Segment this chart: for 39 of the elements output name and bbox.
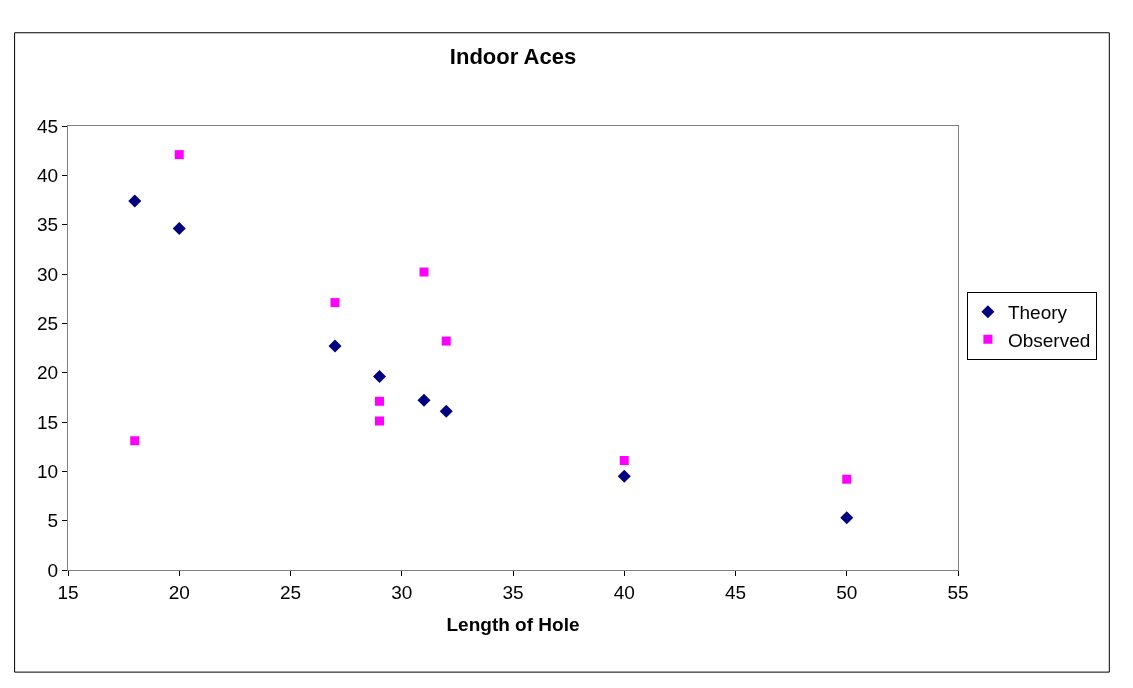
point — [375, 396, 384, 406]
legend-label: Theory — [1007, 302, 1068, 324]
y-tick-label: 45 — [37, 115, 59, 137]
x-tick-label: 45 — [724, 581, 747, 603]
x-tick-label: 25 — [279, 581, 302, 603]
x-tick-label: 35 — [502, 581, 524, 603]
point — [417, 393, 431, 407]
point — [619, 455, 629, 465]
point — [439, 404, 453, 418]
y-tick-label: 30 — [37, 263, 59, 285]
y-tick-label: 40 — [37, 164, 59, 186]
point — [375, 416, 384, 426]
y-tick-label: 35 — [37, 214, 59, 236]
point — [128, 194, 142, 208]
x-tick-label: 40 — [613, 581, 635, 603]
point — [617, 469, 631, 483]
x-tick-label: 30 — [391, 581, 413, 603]
point — [130, 436, 140, 446]
point — [328, 339, 342, 353]
x-tick-label: 20 — [168, 581, 190, 603]
point — [172, 222, 186, 236]
x-axis-title: Length of Hole — [446, 613, 580, 635]
y-tick-label: 15 — [37, 411, 59, 433]
y-tick-label: 10 — [37, 460, 59, 482]
point — [373, 370, 386, 384]
y-tick-label: 25 — [37, 312, 59, 334]
point — [441, 336, 451, 346]
chart-title: Indoor Aces — [449, 43, 577, 69]
point — [842, 474, 852, 484]
x-tick-label: 55 — [947, 581, 969, 603]
point — [174, 150, 184, 160]
x-tick-label: 50 — [836, 581, 858, 603]
point — [840, 511, 854, 525]
y-tick-label: 0 — [47, 559, 59, 581]
y-tick-label: 20 — [37, 362, 59, 384]
legend-label: Observed — [1007, 329, 1091, 351]
y-tick-label: 5 — [47, 510, 59, 532]
point — [330, 298, 340, 308]
point — [419, 267, 429, 277]
